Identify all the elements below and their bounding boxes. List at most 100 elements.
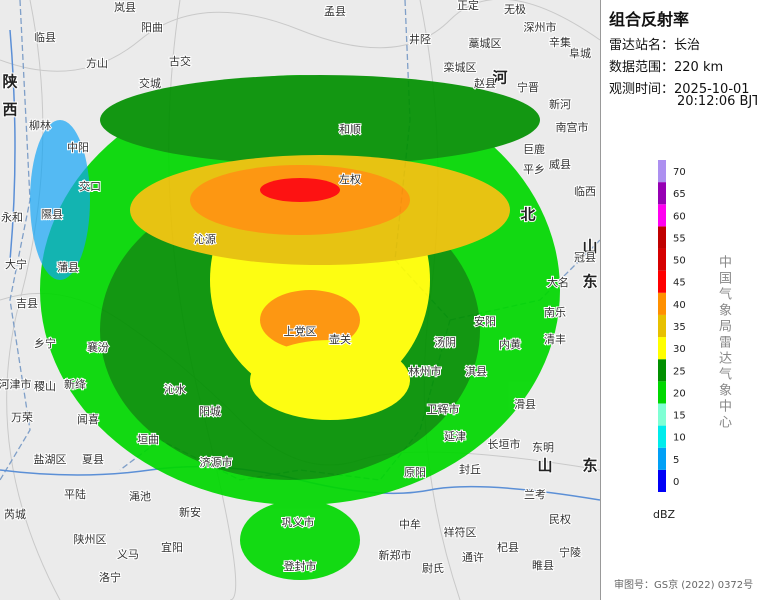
info-panel: 组合反射率 雷达站名：长治 数据范围：220 km 观测时间：2025-10-0… bbox=[600, 0, 757, 600]
legend-label: 50 bbox=[673, 256, 686, 267]
place-label: 通许 bbox=[462, 551, 484, 564]
place-label: 陕州区 bbox=[74, 532, 107, 546]
label: 数据范围： bbox=[609, 60, 675, 75]
legend-label: 65 bbox=[673, 189, 686, 200]
place-label: 汤阴 bbox=[434, 335, 456, 349]
legend-label: 70 bbox=[673, 167, 686, 178]
place-label: 威县 bbox=[549, 158, 571, 171]
place-label: 栾城区 bbox=[444, 60, 477, 74]
place-label: 正定 bbox=[457, 0, 479, 12]
value: 20:12:06 BJT bbox=[677, 94, 757, 109]
legend-swatch bbox=[658, 381, 666, 404]
legend-swatch bbox=[658, 270, 666, 293]
place-label: 滑县 bbox=[514, 398, 536, 411]
province-label: 山 bbox=[537, 457, 552, 475]
place-label: 宜阳 bbox=[161, 540, 183, 554]
place-label: 上党区 bbox=[284, 325, 317, 338]
place-label: 藁城区 bbox=[469, 37, 502, 50]
legend-unit: dBZ bbox=[653, 508, 676, 521]
place-label: 南宫市 bbox=[556, 120, 589, 134]
place-label: 柳林 bbox=[29, 118, 51, 132]
place-label: 巩义市 bbox=[282, 515, 315, 529]
legend-swatch bbox=[658, 160, 666, 183]
place-label: 尉氏 bbox=[422, 561, 444, 575]
legend-label: 5 bbox=[673, 455, 679, 466]
place-label: 冠县 bbox=[574, 251, 596, 264]
range-row: 数据范围：220 km bbox=[609, 56, 723, 75]
legend-swatch bbox=[658, 292, 666, 315]
legend-swatch bbox=[658, 337, 666, 360]
place-label: 稷山 bbox=[34, 380, 56, 393]
place-label: 中牟 bbox=[399, 517, 421, 531]
legend-label: 0 bbox=[673, 477, 679, 488]
place-label: 延津 bbox=[444, 430, 466, 443]
place-label: 卫辉市 bbox=[427, 402, 460, 416]
province-label: 山 bbox=[582, 238, 597, 256]
place-label: 新河 bbox=[549, 97, 571, 111]
place-label: 夏县 bbox=[82, 453, 104, 466]
place-label: 井陉 bbox=[409, 32, 431, 46]
label: 观测时间： bbox=[609, 82, 675, 97]
place-label: 盐湖区 bbox=[34, 453, 67, 466]
place-label: 和顺 bbox=[339, 123, 361, 136]
place-label: 孟县 bbox=[324, 5, 346, 18]
legend-label: 15 bbox=[673, 411, 686, 422]
place-label: 阳城 bbox=[199, 405, 221, 418]
legend-swatch bbox=[658, 204, 666, 227]
value: 220 km bbox=[674, 60, 724, 75]
place-label: 安阳 bbox=[474, 314, 496, 328]
place-label: 深州市 bbox=[524, 20, 557, 34]
value: 2025-10-01 bbox=[674, 82, 750, 97]
province-label: 河 bbox=[492, 69, 507, 87]
place-label: 永和 bbox=[1, 210, 23, 224]
place-label: 民权 bbox=[549, 513, 571, 526]
place-label: 内黄 bbox=[499, 337, 521, 351]
place-label: 中阳 bbox=[67, 141, 89, 154]
legend-label: 10 bbox=[673, 433, 686, 444]
place-label: 隰县 bbox=[41, 208, 63, 221]
place-label: 洛宁 bbox=[99, 570, 121, 584]
legend-swatch bbox=[658, 469, 666, 492]
place-label: 大宁 bbox=[5, 257, 27, 271]
province-label: 北 bbox=[520, 206, 535, 224]
place-label: 方山 bbox=[86, 56, 108, 70]
legend-swatch bbox=[658, 403, 666, 426]
place-label: 芮城 bbox=[4, 507, 26, 521]
place-label: 淇县 bbox=[465, 365, 487, 378]
province-label: 西 bbox=[2, 101, 17, 119]
province-label: 陕 bbox=[2, 73, 17, 91]
legend-swatch bbox=[658, 447, 666, 470]
place-label: 杞县 bbox=[497, 540, 519, 554]
label: 雷达站名： bbox=[609, 38, 675, 53]
place-label: 新郑市 bbox=[379, 548, 412, 562]
place-label: 闻喜 bbox=[77, 412, 99, 426]
place-label: 睢县 bbox=[532, 559, 554, 572]
place-label: 平乡 bbox=[523, 163, 545, 176]
legend-label: 30 bbox=[673, 344, 686, 355]
legend-label: 35 bbox=[673, 322, 686, 333]
place-label: 无极 bbox=[504, 2, 526, 16]
legend-label: 40 bbox=[673, 300, 686, 311]
place-label: 南乐 bbox=[544, 306, 566, 319]
place-label: 原阳 bbox=[404, 466, 426, 479]
place-label: 沁源 bbox=[194, 232, 216, 246]
place-label: 襄汾 bbox=[87, 340, 109, 354]
place-label: 阜城 bbox=[569, 47, 591, 60]
legend-swatch bbox=[658, 248, 666, 271]
color-legend: 0 5 10 15 20 25 30 35 40 45 50 55 60 65 70 bbox=[658, 160, 686, 492]
place-label: 东明 bbox=[532, 441, 554, 454]
place-label: 辛集 bbox=[549, 35, 571, 49]
place-label: 封丘 bbox=[459, 462, 481, 476]
province-label: 东 bbox=[582, 273, 597, 291]
place-label: 古交 bbox=[169, 54, 191, 68]
place-label: 交城 bbox=[139, 76, 161, 90]
footer: 审图号：GS京 (2022) 0372号 bbox=[614, 580, 754, 591]
panel-title: 组合反射率 bbox=[609, 10, 690, 29]
province-label: 东 bbox=[582, 457, 597, 475]
place-label: 岚县 bbox=[114, 1, 136, 14]
place-label: 渑池 bbox=[129, 490, 151, 503]
place-label: 新安 bbox=[179, 505, 201, 519]
